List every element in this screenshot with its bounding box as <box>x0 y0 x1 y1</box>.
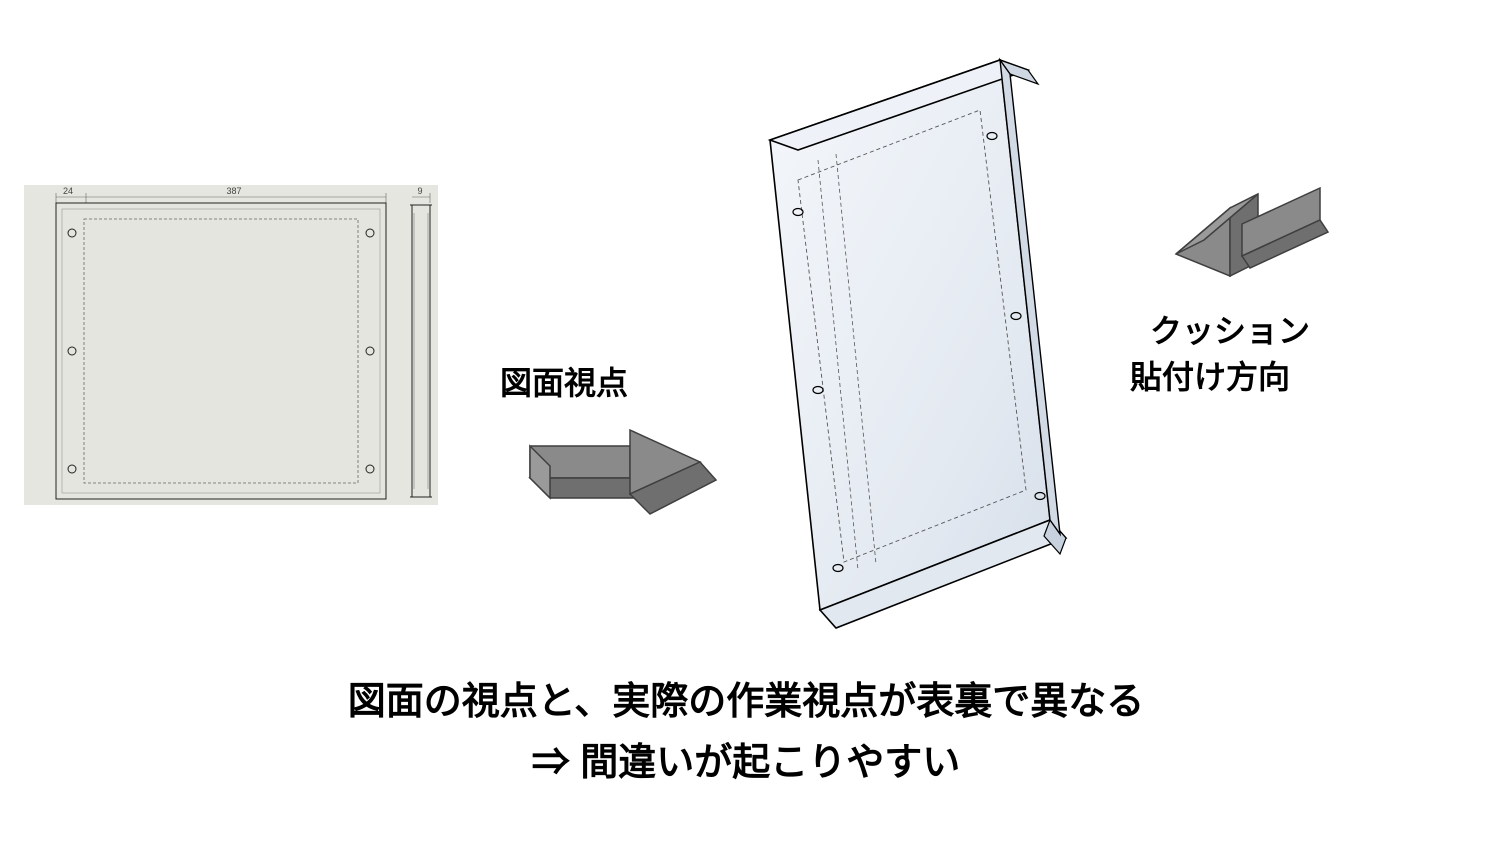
technical-drawing: 24 387 9 <box>24 185 438 505</box>
label-cushion-line1: クッション <box>1150 306 1310 352</box>
diagram-canvas: 24 387 9 <box>0 0 1494 857</box>
conclusion-line1: 図面の視点と、実際の作業視点が表裏で異なる <box>196 672 1296 733</box>
dim-24: 24 <box>63 186 73 196</box>
dim-9: 9 <box>417 186 422 196</box>
dim-387: 387 <box>226 186 241 196</box>
arrow-cushion-direction <box>1170 180 1330 300</box>
arrow-drawing-viewpoint <box>520 410 720 530</box>
label-cushion-line2: 貼付け方向 <box>1130 352 1290 398</box>
conclusion-line2: ⇒ 間違いが起こりやすい <box>196 733 1296 794</box>
isometric-drawing <box>740 50 1080 640</box>
conclusion-text: 図面の視点と、実際の作業視点が表裏で異なる ⇒ 間違いが起こりやすい <box>196 672 1296 794</box>
label-drawing-viewpoint: 図面視点 <box>500 358 628 404</box>
